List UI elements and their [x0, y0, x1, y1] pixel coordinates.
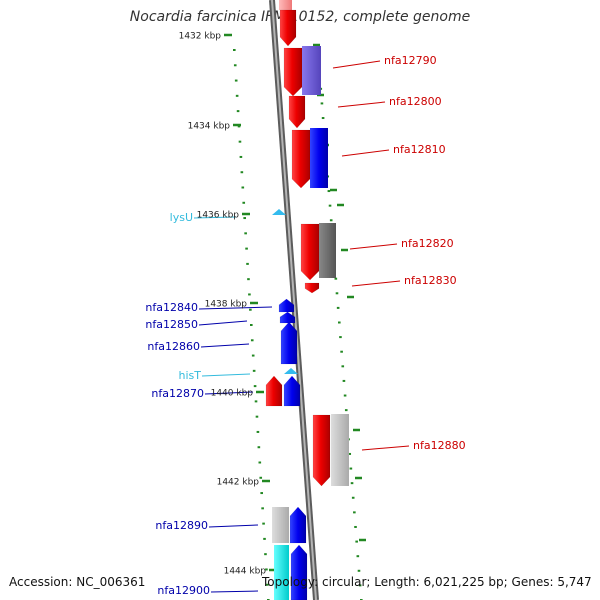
label-leader-line — [332, 60, 381, 69]
gene-glyph — [289, 506, 307, 544]
genes-value: 5,747 — [557, 575, 592, 589]
gene-glyph — [279, 311, 296, 324]
genes-label: Genes: — [511, 575, 554, 589]
gene-glyph — [265, 375, 283, 407]
scale-tick-label: 1434 kbp — [188, 122, 231, 132]
label-leader-line — [351, 280, 401, 287]
gene-glyph — [278, 298, 295, 313]
rna-glyph — [272, 209, 286, 215]
genome-title: Nocardia farcinica IFM 10152, complete g… — [129, 9, 471, 25]
scale-tick-label: 1432 kbp — [179, 32, 222, 42]
gene-label-nfa12820: nfa12820 — [401, 237, 454, 250]
gene-label-nfa12800: nfa12800 — [389, 95, 442, 108]
gene-glyph — [272, 507, 289, 543]
label-leader-line — [200, 343, 250, 348]
scale-tick-label: 1436 kbp — [197, 211, 240, 221]
gene-label-nfa12830: nfa12830 — [404, 274, 457, 287]
gene-glyph — [319, 223, 336, 278]
scale-tick-label: 1438 kbp — [205, 300, 248, 310]
gene-glyph — [312, 414, 331, 487]
gene-glyph — [279, 9, 297, 47]
gene-label-nfa12880: nfa12880 — [413, 439, 466, 452]
gene-glyph — [300, 223, 320, 281]
label-leader-line — [198, 306, 273, 310]
label-leader-line — [204, 391, 254, 395]
topology-label: Topology: — [262, 575, 319, 589]
genome-stats: Topology: circular; Length: 6,021,225 bp… — [262, 575, 592, 589]
label-leader-line — [349, 243, 398, 250]
gene-label-nfa12850: nfa12850 — [145, 318, 198, 331]
gene-label-nfa12870: nfa12870 — [151, 387, 204, 400]
gene-glyph — [283, 47, 303, 97]
gene-glyph — [291, 129, 311, 189]
label-leader-line — [193, 216, 237, 219]
gene-glyph — [304, 282, 320, 294]
label-leader-line — [361, 445, 410, 451]
accession-info: Accession: NC_006361 — [9, 575, 145, 589]
scale-tick-label: 1442 kbp — [217, 478, 260, 488]
gene-glyph — [279, 0, 292, 10]
gene-glyph — [331, 414, 349, 486]
gene-glyph — [283, 375, 301, 407]
gene-label-nfa12790: nfa12790 — [384, 54, 437, 67]
gene-label-nfa12890: nfa12890 — [155, 519, 208, 532]
gene-glyph — [310, 128, 328, 188]
topology-value: circular — [321, 575, 367, 589]
label-leader-line — [198, 320, 248, 326]
label-leader-line — [201, 373, 251, 377]
label-leader-line — [341, 149, 390, 157]
gene-label-hisT: hisT — [179, 369, 202, 382]
gene-glyph — [280, 321, 298, 365]
gene-glyph — [288, 95, 306, 129]
length-label: Length: — [374, 575, 420, 589]
scale-tick-label: 1444 kbp — [224, 567, 267, 577]
gene-label-lysU: lysU — [170, 211, 193, 224]
gene-label-nfa12860: nfa12860 — [147, 340, 200, 353]
gene-glyph — [302, 46, 321, 95]
scale-tick-label: 1440 kbp — [211, 389, 254, 399]
genome-backbone-highlight — [271, 0, 317, 600]
gene-label-nfa12810: nfa12810 — [393, 143, 446, 156]
rna-glyph — [284, 368, 298, 374]
gene-label-nfa12840: nfa12840 — [145, 301, 198, 314]
label-leader-line — [337, 101, 386, 108]
gene-label-nfa12900: nfa12900 — [157, 584, 210, 597]
gene-glyph — [274, 545, 289, 600]
accession-value: NC_006361 — [76, 575, 146, 589]
gene-glyph — [290, 544, 308, 600]
length-value: 6,021,225 bp — [423, 575, 504, 589]
label-leader-line — [208, 524, 259, 528]
label-leader-line — [210, 590, 259, 593]
accession-label: Accession: — [9, 575, 73, 589]
